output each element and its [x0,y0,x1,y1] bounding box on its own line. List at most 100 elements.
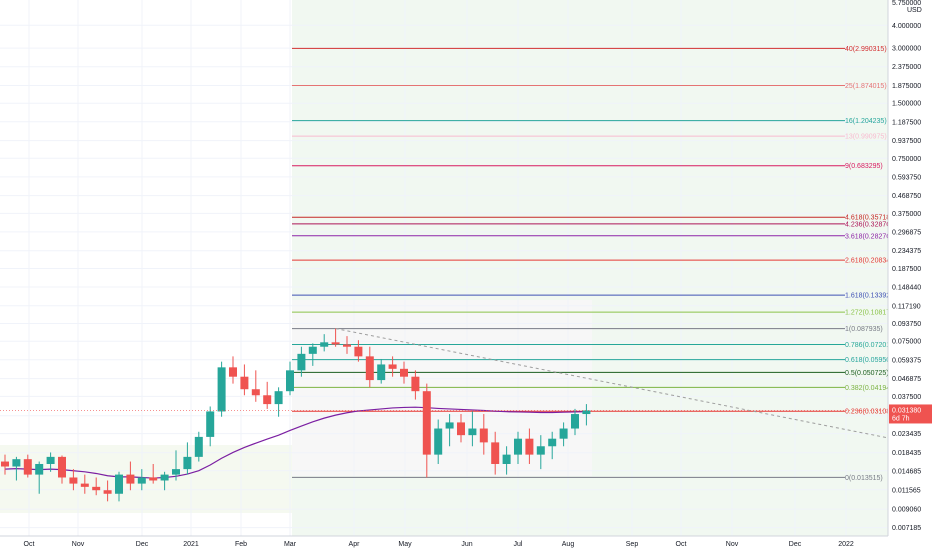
time-axis-tick: Jun [461,541,472,548]
fib-level-label: 0(0.013515) [845,475,883,482]
ma-line [4,406,587,479]
price-axis-tick: 1.187500 [892,119,921,126]
price-axis-tick: 0.093750 [892,321,921,328]
candle-body [1,461,9,467]
candle-body [229,367,237,377]
fib-level-label: 13(0.990975) [845,134,887,141]
candle-body [502,454,511,464]
price-axis-tick: 0.059375 [892,357,921,364]
candle-body [582,410,591,415]
base-zone [0,445,292,513]
fib-level-label: 0.5(0.050725) [845,370,889,377]
candle-body [194,436,203,457]
time-axis-tick: Mar [284,541,297,548]
price-axis-tick: 0.117190 [892,303,921,310]
candle-body [411,376,420,392]
candle-body [35,463,44,475]
price-tag-countdown: 6d 7h [892,415,910,422]
fib-level-label: 0.382(0.041945) [845,385,896,392]
price-axis-tick: 0.046875 [892,376,921,383]
candle-body [80,483,89,487]
candle-body [172,469,180,475]
candles [1,328,591,502]
candle-body [320,342,329,347]
price-axis-currency: USD [907,7,922,14]
candle-body [308,346,317,354]
fib-level-label: 1.272(0.108175) [845,310,896,317]
candle-body [92,486,101,491]
time-axis-tick: Nov [72,541,85,548]
price-axis-tick: 1.875000 [892,83,921,90]
candle-body [217,367,226,412]
time-axis-tick: Apr [349,541,361,548]
time-axis-tick: 2021 [183,541,199,548]
price-axis-tick: 0.011565 [892,487,921,494]
candle-body [274,391,283,405]
fib-level-label: 4.618(0.357185) [845,215,896,222]
candle-body [46,456,55,464]
candle-body [548,438,557,447]
candle-body [468,428,477,436]
time-axis-tick: Feb [235,541,247,548]
candle-body [160,474,169,481]
price-axis[interactable]: 5.750000 USD 4.000000 3.000000 2.375000 1.8… [887,0,932,536]
time-axis-tick: May [398,541,412,548]
candle-body [388,364,397,369]
candle-body [137,477,146,484]
candle-body [263,395,272,405]
candle-body [457,422,465,436]
candle-body [354,346,363,357]
time-axis-tick: Nov [726,541,739,548]
price-axis-tick: 0.009060 [892,507,921,514]
candle-body [126,474,135,484]
time-axis[interactable]: Oct Nov Dec 2021 Feb Mar Apr May Jun Jul Aug Sep Oct… [0,535,932,550]
price-axis-tick: 0.296875 [892,229,921,236]
candle-body [331,342,340,345]
fib-level-label: 0.236(0.031080) [845,409,896,416]
fib-level-label: 2.618(0.208345) [845,258,896,265]
time-axis-tick: Jul [514,541,523,548]
price-axis-tick: 0.037500 [892,394,921,401]
fib-level-label: 1(0.087935) [845,326,883,333]
candle-body [559,428,568,439]
time-axis-tick: Sep [626,541,639,548]
price-axis-tick: 0.937500 [892,138,921,145]
price-axis-tick: 0.234375 [892,248,921,255]
time-axis-tick: Oct [676,541,687,548]
candle-body [400,368,408,377]
candle-body [571,414,579,429]
trendline [335,328,932,448]
price-axis-tick: 0.023435 [892,431,921,438]
trendline-dashed [335,328,932,448]
candle-body [377,364,386,381]
fib-levels: 40(2.990315) 25(1.874015) 16(1.204235) 13(0… [292,46,896,482]
candle-body [58,456,66,478]
fib-level-label: 0.786(0.072010) [845,342,896,349]
fib-level-label: 9(0.683295) [845,163,883,170]
fib-level-label: 40(2.990315) [845,46,887,53]
price-axis-top-tick: 5.750000 [892,0,921,7]
candle-body [445,422,454,429]
fib-level-label: 1.618(0.133925) [845,293,896,300]
fib-level-label: 16(1.204235) [845,118,887,125]
candle-body [422,391,431,455]
price-axis-tick: 1.500000 [892,101,921,108]
candle-body [251,389,260,396]
price-axis-tick: 0.468750 [892,193,921,200]
price-tag-box [889,404,932,424]
candle-body [149,477,158,481]
moving-average [4,406,587,479]
price-axis-tick: 0.014685 [892,468,921,475]
candle-body [12,459,21,467]
time-axis-tick: Oct [24,541,35,548]
time-axis-tick: 2022 [838,541,854,548]
candle-body [536,446,545,455]
candle-body [103,490,112,494]
candle-body [240,376,249,390]
candle-body [479,428,488,443]
time-axis-tick: Dec [789,541,802,548]
time-axis-tick: Aug [562,541,575,548]
candle-body [343,344,351,347]
